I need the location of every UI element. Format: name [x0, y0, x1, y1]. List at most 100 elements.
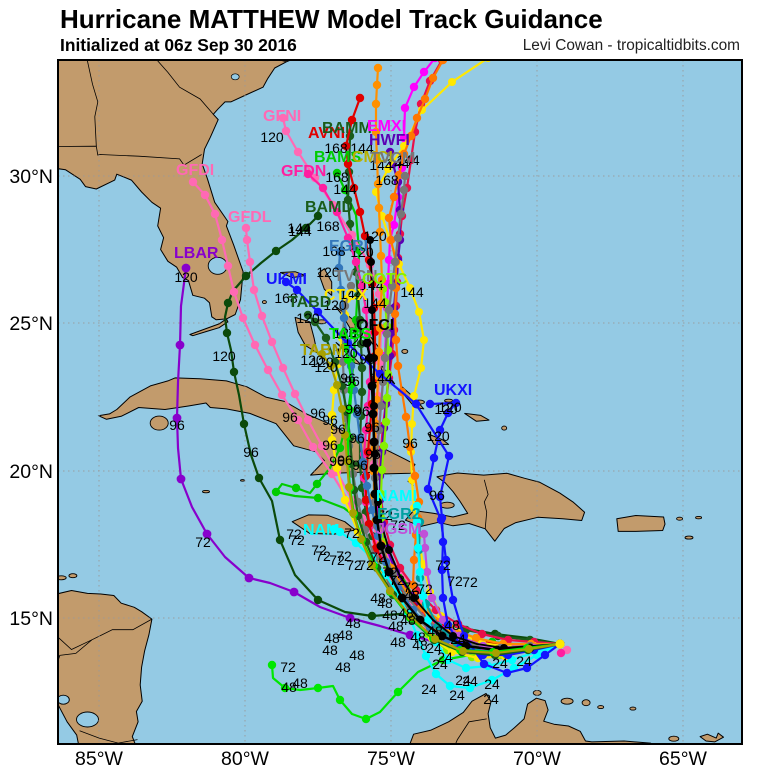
svg-text:120: 120	[340, 324, 364, 340]
svg-text:LBAR: LBAR	[174, 245, 219, 262]
svg-text:24: 24	[492, 655, 508, 671]
svg-text:144: 144	[288, 223, 312, 239]
svg-text:Initialized at 06z Sep 30 2016: Initialized at 06z Sep 30 2016	[60, 35, 297, 55]
svg-text:96: 96	[340, 370, 356, 386]
svg-text:GFDL: GFDL	[228, 209, 272, 226]
svg-text:24: 24	[421, 681, 437, 697]
svg-text:96: 96	[359, 351, 375, 367]
svg-text:144: 144	[369, 370, 393, 386]
svg-text:72: 72	[336, 548, 352, 564]
svg-text:COTC: COTC	[362, 271, 408, 288]
svg-text:JGSM: JGSM	[376, 521, 421, 538]
svg-text:72: 72	[417, 581, 433, 597]
svg-text:48: 48	[404, 587, 420, 603]
svg-text:48: 48	[410, 629, 426, 645]
svg-text:96: 96	[337, 452, 353, 468]
svg-text:Hurricane MATTHEW Model Track: Hurricane MATTHEW Model Track Guidance	[60, 4, 603, 34]
svg-text:HWFI: HWFI	[369, 132, 410, 149]
svg-text:168: 168	[274, 290, 298, 306]
svg-text:48: 48	[398, 605, 414, 621]
svg-text:24: 24	[455, 672, 471, 688]
svg-text:144: 144	[287, 220, 311, 236]
svg-text:120: 120	[363, 228, 387, 244]
svg-text:120: 120	[323, 297, 347, 313]
svg-text:96: 96	[354, 403, 370, 419]
svg-text:48: 48	[427, 623, 443, 639]
svg-text:72: 72	[286, 526, 302, 542]
svg-text:CTCX: CTCX	[324, 287, 368, 304]
svg-text:48: 48	[400, 612, 416, 628]
svg-text:EMXI: EMXI	[367, 118, 406, 135]
svg-text:24: 24	[484, 676, 500, 692]
svg-text:BAMM: BAMM	[322, 120, 372, 137]
svg-text:120: 120	[174, 269, 198, 285]
svg-text:BAMS: BAMS	[314, 149, 361, 166]
svg-text:144: 144	[339, 286, 363, 302]
svg-text:GFNI: GFNI	[263, 108, 301, 125]
svg-text:144: 144	[350, 140, 374, 156]
svg-text:72: 72	[289, 532, 305, 548]
svg-text:24: 24	[449, 687, 465, 703]
svg-text:168: 168	[322, 243, 346, 259]
svg-text:48: 48	[292, 675, 308, 691]
svg-text:72: 72	[195, 534, 211, 550]
svg-text:48: 48	[388, 618, 404, 634]
svg-text:72: 72	[390, 517, 406, 533]
svg-text:48: 48	[281, 679, 297, 695]
svg-text:AVNI: AVNI	[308, 125, 345, 142]
svg-text:NAM: NAM	[303, 522, 339, 539]
svg-text:24: 24	[483, 691, 499, 707]
svg-text:72: 72	[377, 507, 393, 523]
svg-text:48: 48	[324, 630, 340, 646]
svg-text:48: 48	[444, 617, 460, 633]
svg-text:96: 96	[322, 412, 338, 428]
svg-text:120: 120	[333, 325, 357, 341]
svg-text:48: 48	[370, 590, 386, 606]
svg-text:GFDN: GFDN	[281, 163, 326, 180]
svg-text:85°W: 85°W	[75, 748, 123, 768]
svg-text:72: 72	[447, 573, 463, 589]
svg-text:96: 96	[330, 421, 346, 437]
svg-text:120: 120	[343, 333, 367, 349]
svg-text:25°N: 25°N	[9, 313, 53, 335]
svg-text:24: 24	[462, 673, 478, 689]
svg-text:24: 24	[437, 649, 453, 665]
svg-text:120: 120	[310, 354, 334, 370]
svg-text:80°W: 80°W	[221, 748, 269, 768]
svg-text:144: 144	[360, 277, 384, 293]
svg-text:70°W: 70°W	[513, 748, 561, 768]
svg-text:72: 72	[435, 557, 451, 573]
svg-text:72: 72	[389, 572, 405, 588]
svg-text:168: 168	[324, 140, 348, 156]
svg-text:72: 72	[344, 525, 360, 541]
svg-text:72: 72	[462, 574, 478, 590]
svg-text:24: 24	[516, 653, 532, 669]
svg-text:168: 168	[375, 172, 399, 188]
svg-text:168: 168	[325, 169, 349, 185]
svg-text:144: 144	[396, 152, 420, 168]
svg-text:48: 48	[382, 607, 398, 623]
svg-text:24: 24	[432, 656, 448, 672]
svg-text:EGRI: EGRI	[329, 238, 368, 255]
svg-text:96: 96	[169, 417, 185, 433]
svg-text:BAMD: BAMD	[305, 199, 353, 216]
svg-text:CMCI: CMCI	[352, 149, 393, 166]
svg-text:UKMI: UKMI	[266, 271, 307, 288]
svg-text:TABD: TABD	[288, 294, 331, 311]
svg-text:120: 120	[300, 352, 324, 368]
svg-text:72: 72	[315, 548, 331, 564]
svg-text:72: 72	[358, 557, 374, 573]
svg-text:30°N: 30°N	[9, 166, 53, 188]
svg-text:120: 120	[426, 428, 450, 444]
svg-text:NAMI: NAMI	[376, 488, 417, 505]
svg-text:GFDI: GFDI	[176, 162, 214, 179]
svg-text:75°W: 75°W	[367, 748, 415, 768]
svg-text:72: 72	[311, 542, 327, 558]
svg-text:48: 48	[349, 647, 365, 663]
svg-text:144: 144	[363, 295, 387, 311]
svg-text:72: 72	[382, 564, 398, 580]
svg-text:96: 96	[429, 487, 445, 503]
svg-text:96: 96	[310, 405, 326, 421]
svg-text:TVCM: TVCM	[370, 150, 415, 167]
svg-text:OFCI: OFCI	[356, 317, 394, 334]
